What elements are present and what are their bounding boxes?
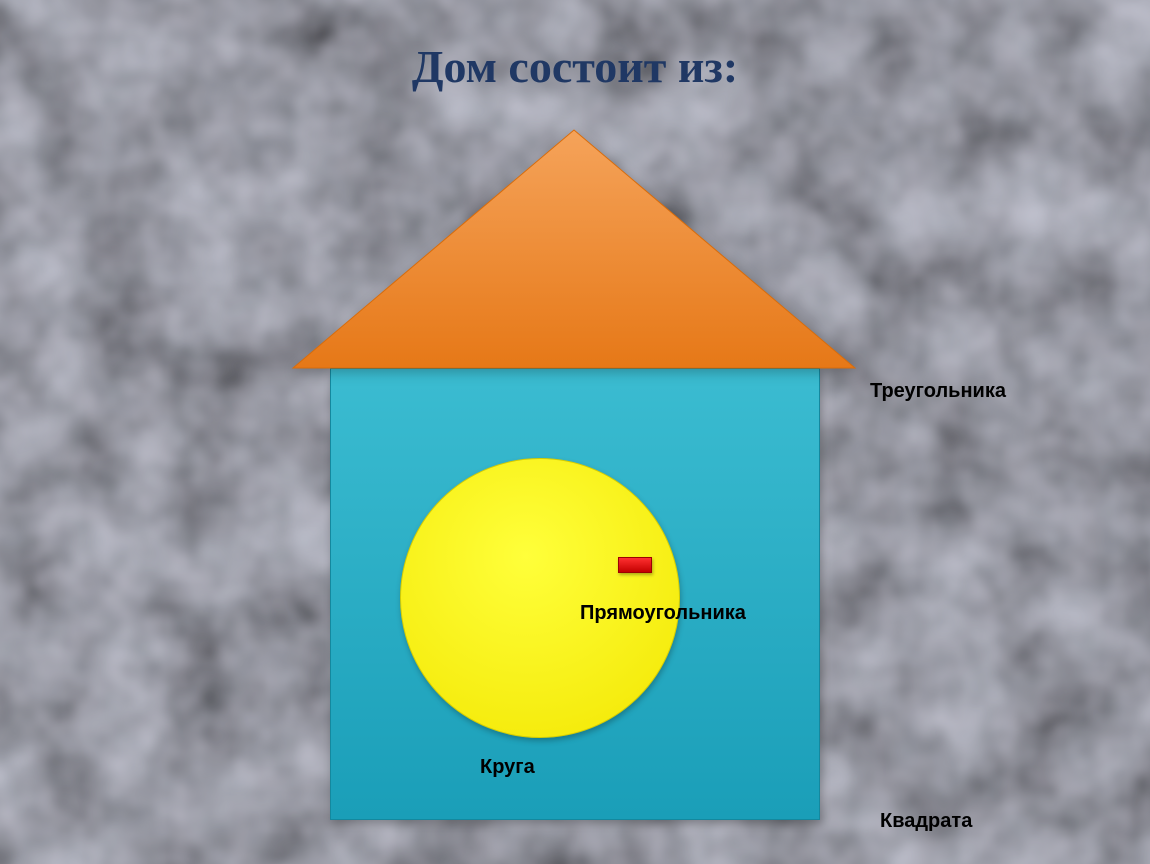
label-square: Квадрата <box>880 810 972 833</box>
rectangle-shape <box>618 557 652 573</box>
label-triangle: Треугольника <box>870 380 1006 403</box>
page-title: Дом состоит из: <box>0 40 1150 93</box>
label-rectangle-text: Прямоугольника <box>580 602 746 624</box>
label-triangle-text: Треугольника <box>870 380 1006 402</box>
title-text: Дом состоит из: <box>412 41 738 92</box>
label-circle: Круга <box>480 756 535 779</box>
label-rectangle: Прямоугольника <box>580 602 746 625</box>
label-circle-text: Круга <box>480 756 535 778</box>
label-square-text: Квадрата <box>880 810 972 832</box>
circle-shape <box>400 458 680 738</box>
